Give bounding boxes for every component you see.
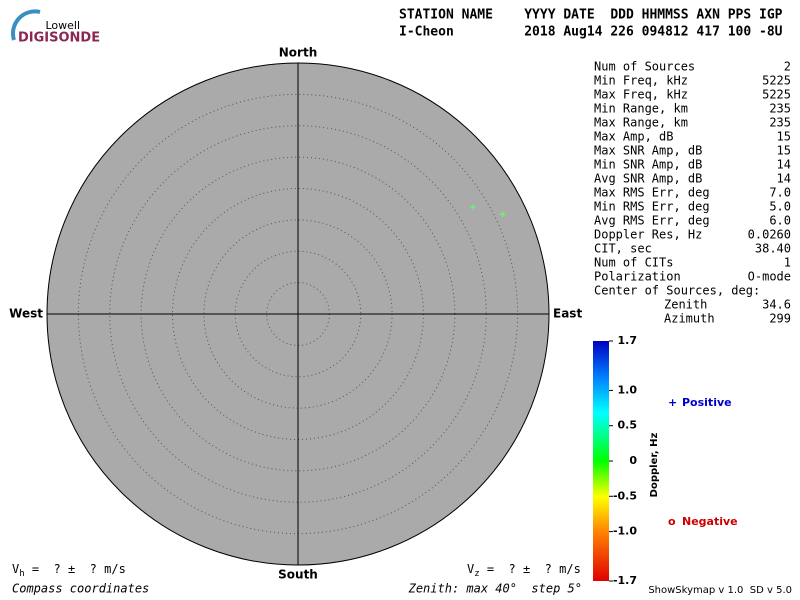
stat-label: Max SNR Amp, dB [594,144,702,158]
stat-label: Doppler Res, Hz [594,228,702,242]
stat-label: Min Freq, kHz [594,74,688,88]
stat-label: Min RMS Err, deg [594,200,710,214]
zenith-note: Zenith: max 40° step 5° [408,582,582,596]
stat-label: Avg RMS Err, deg [594,214,710,228]
stat-value: 7.0 [769,186,791,200]
vh-text: Vh = ? ± ? m/s [12,562,126,579]
stat-value: O-mode [748,270,791,284]
stat-label: Zenith [664,298,707,312]
stat-value: 34.6 [762,298,791,312]
vz-v: V [467,562,474,576]
stat-value: 1 [784,256,791,270]
legend-symbol: o [668,515,676,528]
colorbar-tick-label: 1.7 [618,334,638,347]
legend-symbol: + [668,396,677,409]
colorbar-tick-label: 0.5 [618,419,638,432]
colorbar-label: Doppler, Hz [649,433,660,498]
stat-label: Num of Sources [594,60,695,74]
stat-value: 2 [784,60,791,74]
source-point [499,211,506,218]
version: ShowSkymap v 1.0 SD v 5.0 [648,585,792,596]
stat-value: 15 [777,144,791,158]
vz-sub: z [474,569,479,579]
colorbar-tick-label: -1.0 [613,525,637,538]
logo-top: Lowell [45,19,80,32]
header-line: I-Cheon 2018 Aug14 226 094812 417 100 -8… [399,25,783,40]
stat-value: 5225 [762,88,791,102]
stat-value: 299 [769,312,791,326]
direction-label: East [553,307,582,321]
stat-label: Num of CITs [594,256,673,270]
logo-bottom: DIGISONDE [18,31,100,46]
stat-label: Max Freq, kHz [594,88,688,102]
legend-label: Positive [682,396,732,409]
stat-label: Max Amp, dB [594,130,673,144]
logo-arc [11,9,41,41]
stat-value: 0.0260 [748,228,791,242]
stat-label: Polarization [594,270,681,284]
legend-label: Negative [682,515,738,528]
stat-value: 5225 [762,74,791,88]
stat-value: 235 [769,116,791,130]
stat-label: Min Range, km [594,102,688,116]
direction-label: North [279,46,317,60]
vz-text: Vz = ? ± ? m/s [467,562,581,579]
stat-value: 14 [777,172,791,186]
vz-rest: = ? ± ? m/s [480,562,581,576]
colorbar-tick-label: -0.5 [613,489,637,502]
compass-note: Compass coordinates [12,582,149,596]
stat-label: Min SNR Amp, dB [594,158,702,172]
direction-label: West [9,307,43,321]
vh-sub: h [19,569,24,579]
header-line: STATION NAME YYYY DATE DDD HHMMSS AXN PP… [399,8,783,23]
stat-label: Avg SNR Amp, dB [594,172,702,186]
stat-value: 235 [769,102,791,116]
stat-value: 15 [777,130,791,144]
stat-label: Azimuth [664,312,715,326]
colorbar-tick-label: -1.7 [613,574,637,587]
vh-v: V [12,562,19,576]
stat-value: 6.0 [769,214,791,228]
stat-label: Max Range, km [594,116,688,130]
direction-label: South [278,568,318,582]
stat-value: 38.40 [755,242,791,256]
vh-rest: = ? ± ? m/s [25,562,126,576]
stat-label: Max RMS Err, deg [594,186,710,200]
colorbar-tick-label: 1.0 [618,383,638,396]
colorbar [593,341,609,581]
stat-value: 14 [777,158,791,172]
source-point [470,204,477,211]
stat-heading: Center of Sources, deg: [594,284,760,298]
stat-label: CIT, sec [594,242,652,256]
stat-value: 5.0 [769,200,791,214]
colorbar-tick-label: 0 [629,454,637,467]
